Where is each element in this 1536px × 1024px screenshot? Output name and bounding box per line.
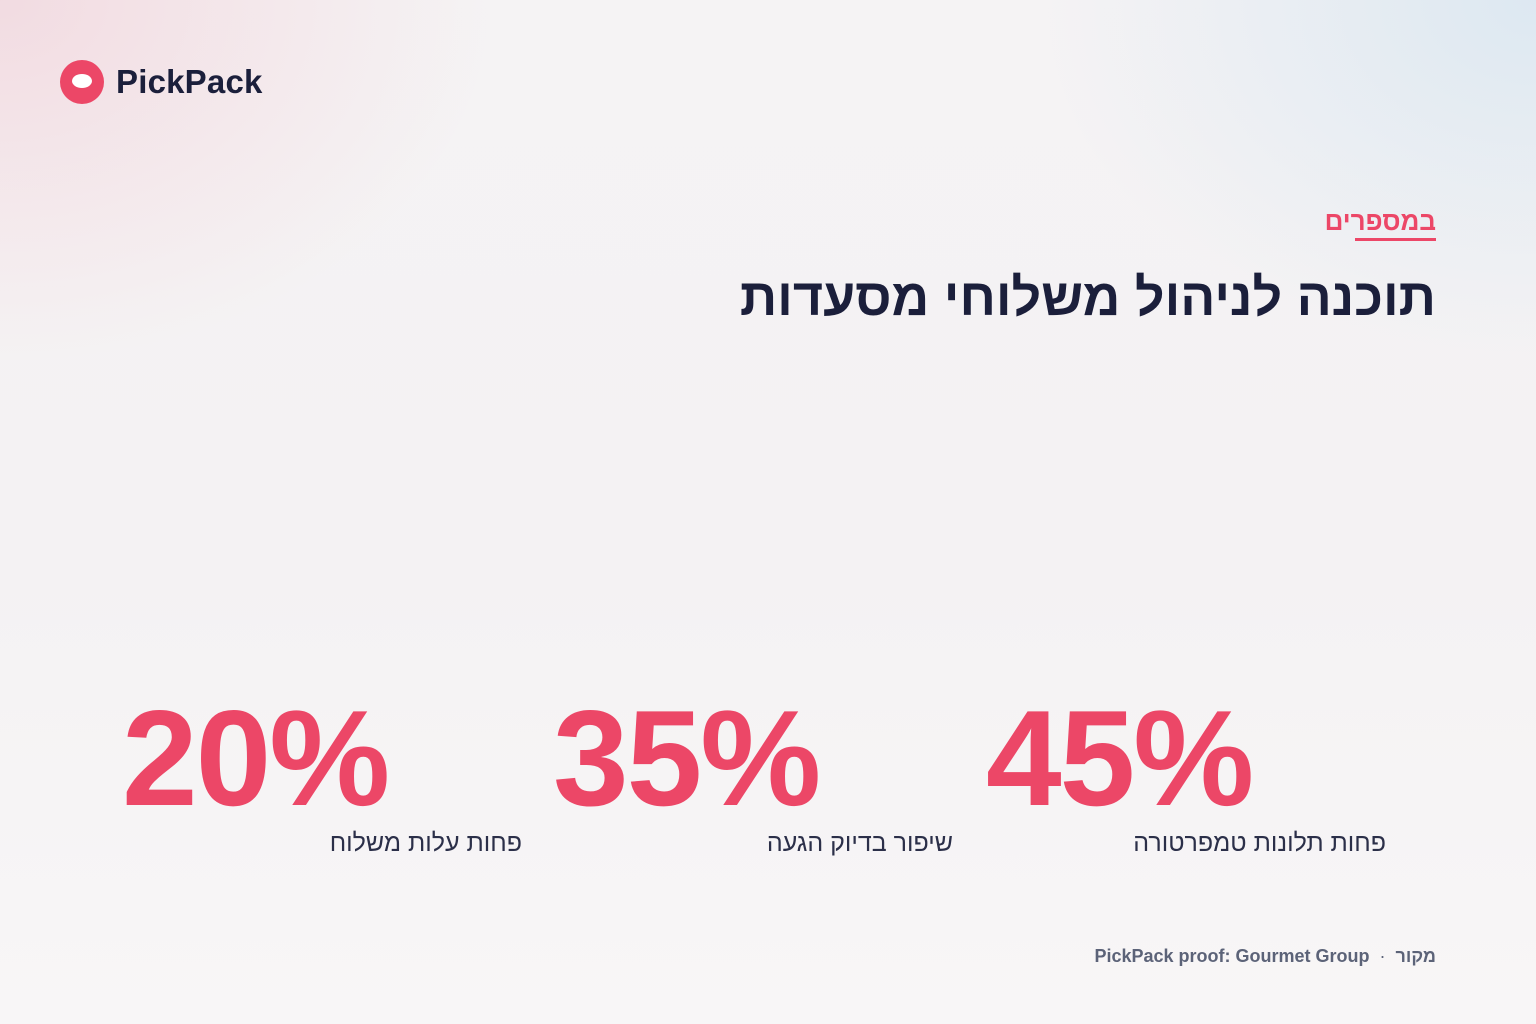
section-eyebrow: במספרים [1324,206,1436,236]
brand-name: PickPack [116,63,263,100]
stat-value: 35% [553,682,821,834]
stat-card: 45% פחות תלונות טמפרטורה [986,690,1386,870]
source-note: מקור · PickPack proof: Gourmet Group [1094,944,1436,968]
stat-label: פחות תלונות טמפרטורה [1133,829,1386,857]
brand[interactable]: PickPack [60,60,263,104]
pickpack-logo-icon [60,60,104,104]
eyebrow-underline [1355,238,1436,241]
page-title: תוכנה לניהול משלוחי מסעדות [739,269,1436,327]
source-label: מקור [1395,946,1436,966]
stat-card: 35% שיפור בדיוק הגעה [553,690,953,870]
source-text: PickPack proof: Gourmet Group [1094,946,1370,966]
stat-value: 20% [122,682,390,834]
stat-label: פחות עלות משלוח [329,829,522,857]
stat-card: 20% פחות עלות משלוח [122,690,522,870]
source-separator: · [1379,946,1386,966]
stat-label: שיפור בדיוק הגעה [766,829,953,857]
stat-value: 45% [986,682,1254,834]
